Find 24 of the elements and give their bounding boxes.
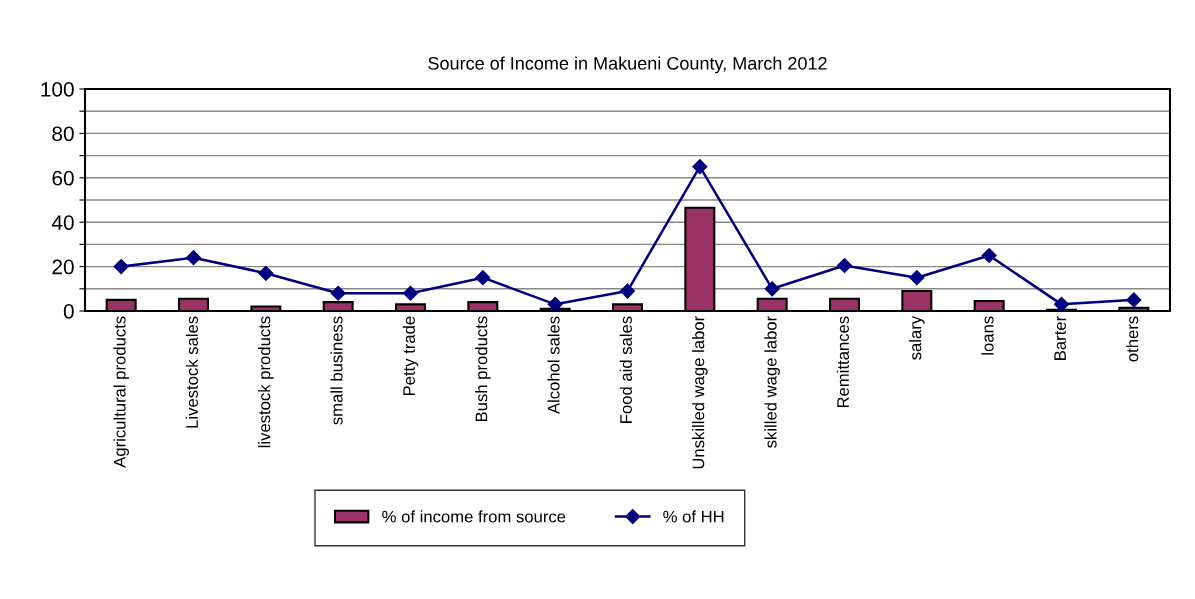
chart-title: Source of Income in Makueni County, March 2012 (428, 56, 827, 74)
x-tick-label: others (1126, 316, 1139, 362)
x-tick-label: Alcohol sales (547, 316, 560, 415)
x-tick-label: salary (909, 315, 925, 360)
x-tick-label: Barter (1054, 316, 1066, 360)
x-tick-label: Unskilled wage labor (692, 316, 708, 469)
y-tick-label: 20 (52, 259, 74, 275)
y-tick-label: 40 (51, 215, 74, 230)
x-tick-label: loans (981, 316, 994, 355)
y-tick-label: 80 (52, 126, 74, 142)
y-tick-label: 60 (52, 170, 74, 186)
x-tick-label: Bush products (475, 316, 491, 422)
x-tick-label: Petty trade (402, 316, 419, 396)
x-tick-label: Food aid sales (619, 316, 632, 423)
legend-label: % of income from source (382, 510, 566, 523)
x-tick-label: skilled wage labor (764, 316, 780, 448)
x-tick-label: livestock products (258, 316, 274, 448)
y-tick-label: 100 (41, 82, 74, 97)
x-tick-label: Agricultural products (113, 316, 129, 468)
y-tick-label: 0 (63, 304, 74, 319)
legend-label: % of HH (663, 510, 724, 523)
x-tick-label: Livestock sales (185, 316, 198, 428)
x-tick-label: small business (330, 316, 343, 425)
x-tick-label: Remittances (836, 316, 849, 408)
